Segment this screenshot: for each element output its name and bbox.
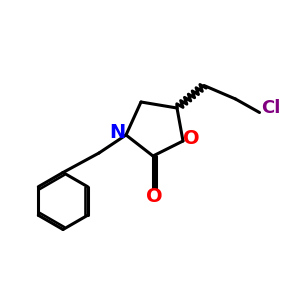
Text: O: O [183, 128, 200, 148]
Text: N: N [110, 123, 126, 142]
Text: Cl: Cl [261, 99, 280, 117]
Text: O: O [146, 187, 163, 206]
